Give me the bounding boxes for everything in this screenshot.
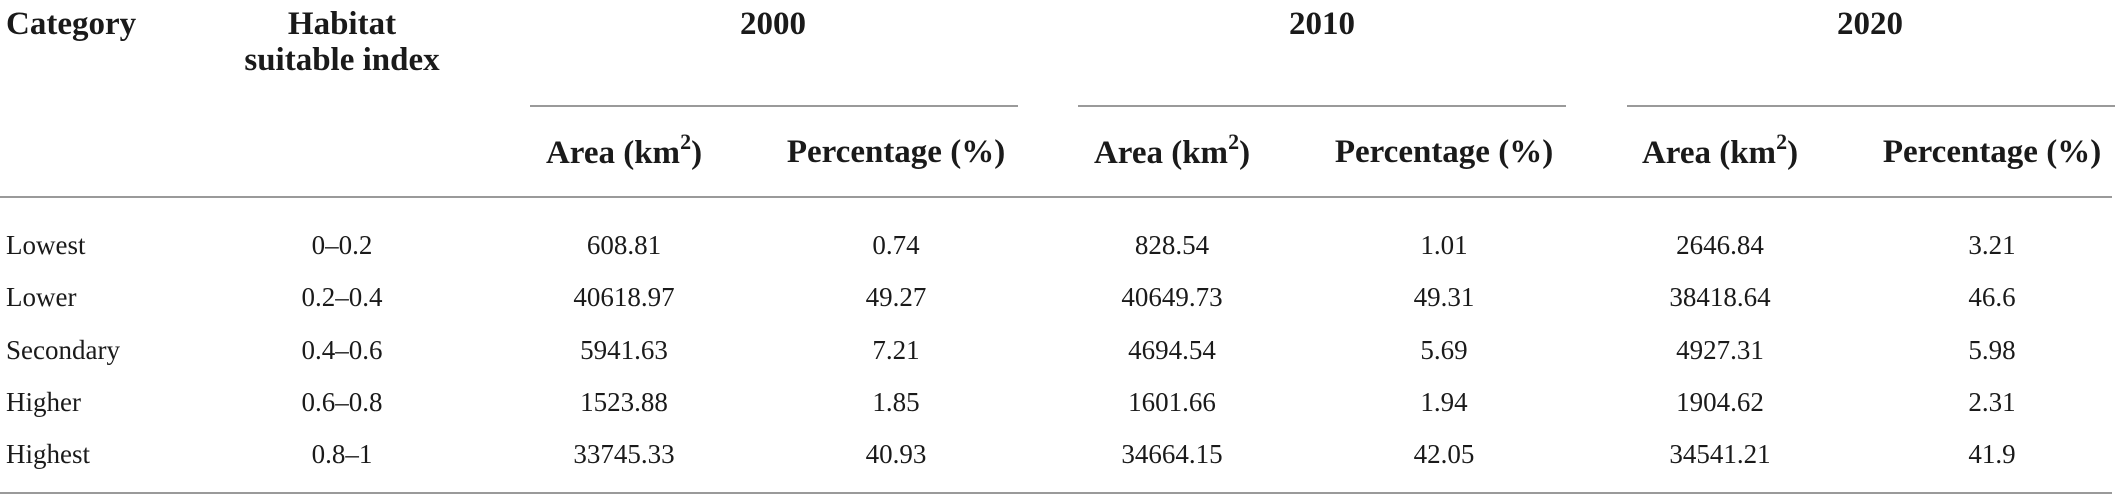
row-area-2020: 4927.31 xyxy=(1676,335,1764,365)
header-year-2000: 2000 xyxy=(740,6,806,42)
header-percentage-2020: Percentage (%) xyxy=(1882,134,2102,170)
header-area-2000: Area (km2) xyxy=(545,129,703,171)
row-area-2010: 4694.54 xyxy=(1128,335,1216,365)
row-area-2010: 828.54 xyxy=(1134,230,1210,260)
header-hsi-line2: suitable index xyxy=(244,42,440,78)
row-area-2020: 2646.84 xyxy=(1676,230,1764,260)
row-area-2000: 5941.63 xyxy=(580,335,668,365)
row-category: Highest xyxy=(6,439,90,469)
row-percentage-2010: 1.94 xyxy=(1420,387,1468,417)
row-category: Lowest xyxy=(6,230,86,260)
row-hsi-range: 0.6–0.8 xyxy=(301,387,383,417)
row-percentage-2020: 3.21 xyxy=(1968,230,2016,260)
row-area-2000: 608.81 xyxy=(586,230,662,260)
row-percentage-2000: 40.93 xyxy=(865,439,927,469)
header-hsi-line1: Habitat xyxy=(287,6,397,42)
row-category: Higher xyxy=(6,387,81,417)
row-area-2010: 34664.15 xyxy=(1121,439,1223,469)
row-area-2010: 1601.66 xyxy=(1128,387,1216,417)
row-area-2000: 40618.97 xyxy=(573,282,675,312)
row-area-2020: 34541.21 xyxy=(1669,439,1771,469)
year-2020-underline xyxy=(1627,105,2115,107)
row-percentage-2000: 7.21 xyxy=(872,335,920,365)
table-bottom-rule xyxy=(0,492,2112,494)
row-hsi-range: 0.4–0.6 xyxy=(301,335,383,365)
row-area-2000: 33745.33 xyxy=(573,439,675,469)
row-percentage-2010: 42.05 xyxy=(1413,439,1475,469)
row-area-2000: 1523.88 xyxy=(580,387,668,417)
year-2010-underline xyxy=(1078,105,1566,107)
header-percentage-2000: Percentage (%) xyxy=(786,134,1006,170)
row-percentage-2010: 49.31 xyxy=(1413,282,1475,312)
header-bottom-rule xyxy=(0,196,2112,198)
row-hsi-range: 0.2–0.4 xyxy=(301,282,383,312)
row-category: Secondary xyxy=(6,335,120,365)
row-percentage-2010: 5.69 xyxy=(1420,335,1468,365)
row-percentage-2000: 0.74 xyxy=(872,230,920,260)
header-category: Category xyxy=(6,6,137,42)
header-year-2010: 2010 xyxy=(1289,6,1355,42)
row-category: Lower xyxy=(6,282,77,312)
header-area-2020: Area (km2) xyxy=(1641,129,1799,171)
row-area-2020: 1904.62 xyxy=(1676,387,1764,417)
row-hsi-range: 0.8–1 xyxy=(311,439,373,469)
year-2000-underline xyxy=(530,105,1018,107)
row-percentage-2000: 1.85 xyxy=(872,387,920,417)
header-year-2020: 2020 xyxy=(1837,6,1903,42)
row-percentage-2020: 46.6 xyxy=(1968,282,2016,312)
header-percentage-2010: Percentage (%) xyxy=(1334,134,1554,170)
row-percentage-2020: 5.98 xyxy=(1968,335,2016,365)
row-area-2020: 38418.64 xyxy=(1669,282,1771,312)
row-area-2010: 40649.73 xyxy=(1121,282,1223,312)
row-percentage-2010: 1.01 xyxy=(1420,230,1468,260)
row-percentage-2020: 2.31 xyxy=(1968,387,2016,417)
row-hsi-range: 0–0.2 xyxy=(311,230,373,260)
header-area-2010: Area (km2) xyxy=(1093,129,1251,171)
row-percentage-2000: 49.27 xyxy=(865,282,927,312)
row-percentage-2020: 41.9 xyxy=(1968,439,2016,469)
